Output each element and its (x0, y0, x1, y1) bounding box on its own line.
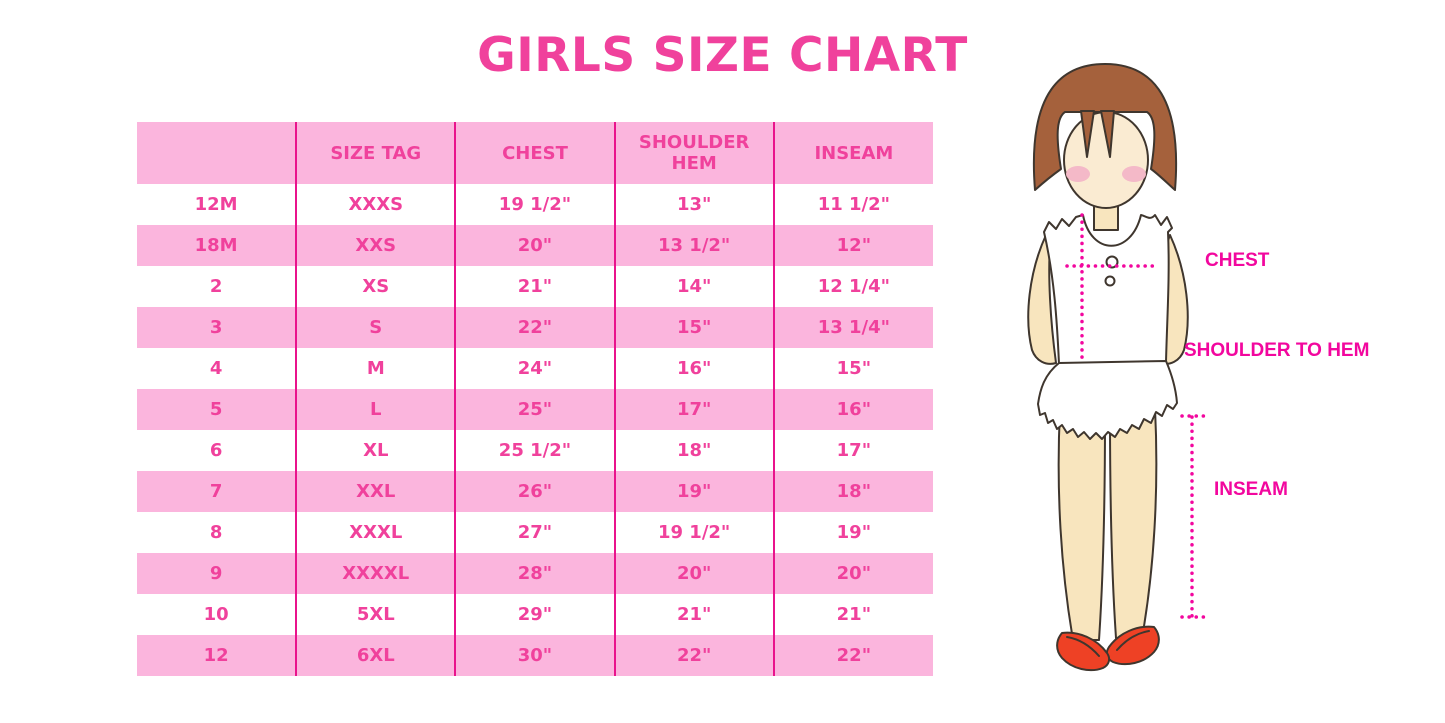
table-row: 7 XXL 26" 19" 18" (137, 471, 933, 512)
cell-chest: 27" (454, 512, 615, 553)
column-header-chest: CHEST (454, 122, 615, 184)
cell-shoulder-hem: 16" (613, 348, 774, 389)
girl-leg-right (1109, 407, 1158, 639)
girl-skirt (1037, 360, 1178, 440)
girl-blush-right (1122, 166, 1146, 182)
cell-inseam: 19" (772, 512, 933, 553)
cell-chest: 24" (454, 348, 615, 389)
cell-size: 12M (137, 184, 297, 225)
cell-shoulder-hem: 20" (613, 553, 774, 594)
cell-chest: 26" (454, 471, 615, 512)
cell-size-tag: XXXS (295, 184, 456, 225)
table-row: 5 L 25" 17" 16" (137, 389, 933, 430)
cell-size: 18M (137, 225, 297, 266)
cell-inseam: 21" (772, 594, 933, 635)
cell-chest: 30" (454, 635, 615, 676)
cell-shoulder-hem: 22" (613, 635, 774, 676)
inseam-label: INSEAM (1214, 479, 1288, 500)
chest-label: CHEST (1205, 250, 1270, 271)
cell-chest: 25" (454, 389, 615, 430)
cell-size: 10 (137, 594, 297, 635)
girl-arm-left (1027, 234, 1057, 365)
table-row: 10 5XL 29" 21" 21" (137, 594, 933, 635)
cell-chest: 28" (454, 553, 615, 594)
table-row: 2 XS 21" 14" 12 1/4" (137, 266, 933, 307)
girl-shoe-right (1105, 625, 1160, 666)
cell-inseam: 17" (772, 430, 933, 471)
table-header-row: SIZE TAG CHEST SHOULDER HEM INSEAM (137, 122, 933, 184)
column-header-shoulder-hem: SHOULDER HEM (613, 122, 774, 184)
cell-shoulder-hem: 13" (613, 184, 774, 225)
table-row: 6 XL 25 1/2" 18" 17" (137, 430, 933, 471)
table-row: 12M XXXS 19 1/2" 13" 11 1/2" (137, 184, 933, 225)
cell-inseam: 16" (772, 389, 933, 430)
cell-size: 8 (137, 512, 297, 553)
cell-size: 4 (137, 348, 297, 389)
girls-size-chart-table: SIZE TAG CHEST SHOULDER HEM INSEAM 12M X… (137, 122, 933, 676)
cell-shoulder-hem: 17" (613, 389, 774, 430)
cell-inseam: 12 1/4" (772, 266, 933, 307)
cell-chest: 25 1/2" (454, 430, 615, 471)
cell-inseam: 13 1/4" (772, 307, 933, 348)
column-header-inseam: INSEAM (772, 122, 933, 184)
girl-shoe-strap (1066, 636, 1100, 657)
cell-size-tag: XL (295, 430, 456, 471)
cell-inseam: 11 1/2" (772, 184, 933, 225)
cell-size: 7 (137, 471, 297, 512)
cell-shoulder-hem: 18" (613, 430, 774, 471)
cell-size: 12 (137, 635, 297, 676)
girl-top (1043, 214, 1173, 365)
girl-hair-bang (1080, 110, 1095, 158)
cell-shoulder-hem: 19" (613, 471, 774, 512)
cell-size: 9 (137, 553, 297, 594)
girl-top-button (1104, 275, 1116, 287)
cell-size-tag: XXL (295, 471, 456, 512)
cell-size: 3 (137, 307, 297, 348)
cell-chest: 20" (454, 225, 615, 266)
cell-shoulder-hem: 14" (613, 266, 774, 307)
cell-size-tag: S (295, 307, 456, 348)
cell-chest: 21" (454, 266, 615, 307)
cell-inseam: 15" (772, 348, 933, 389)
cell-shoulder-hem: 19 1/2" (613, 512, 774, 553)
cell-size-tag: M (295, 348, 456, 389)
cell-shoulder-hem: 15" (613, 307, 774, 348)
cell-size: 2 (137, 266, 297, 307)
girl-hair (1032, 63, 1178, 191)
girl-blush-left (1066, 166, 1090, 182)
shoulder-to-hem-label: SHOULDER TO HEM (1184, 340, 1370, 361)
cell-inseam: 18" (772, 471, 933, 512)
table-row: 12 6XL 30" 22" 22" (137, 635, 933, 676)
cell-size-tag: XXXL (295, 512, 456, 553)
girl-shoe-left (1056, 631, 1111, 672)
cell-inseam: 12" (772, 225, 933, 266)
girl-illustration (1027, 63, 1206, 672)
cell-size-tag: 5XL (295, 594, 456, 635)
cell-shoulder-hem: 21" (613, 594, 774, 635)
cell-size: 5 (137, 389, 297, 430)
cell-size-tag: XS (295, 266, 456, 307)
cell-size-tag: 6XL (295, 635, 456, 676)
cell-size: 6 (137, 430, 297, 471)
girl-shoe-strap (1116, 630, 1150, 651)
table-row: 3 S 22" 15" 13 1/4" (137, 307, 933, 348)
cell-inseam: 22" (772, 635, 933, 676)
table-row: 8 XXXL 27" 19 1/2" 19" (137, 512, 933, 553)
table-row: 4 M 24" 16" 15" (137, 348, 933, 389)
cell-chest: 22" (454, 307, 615, 348)
table-row: 18M XXS 20" 13 1/2" 12" (137, 225, 933, 266)
page-title: GIRLS SIZE CHART (477, 28, 968, 83)
cell-chest: 29" (454, 594, 615, 635)
column-header-size (137, 122, 297, 184)
cell-inseam: 20" (772, 553, 933, 594)
cell-chest: 19 1/2" (454, 184, 615, 225)
girl-hair-bang (1100, 110, 1115, 158)
cell-shoulder-hem: 13 1/2" (613, 225, 774, 266)
table-row: 9 XXXXL 28" 20" 20" (137, 553, 933, 594)
cell-size-tag: XXXXL (295, 553, 456, 594)
column-header-size-tag: SIZE TAG (295, 122, 456, 184)
cell-size-tag: L (295, 389, 456, 430)
girl-leg-left (1057, 409, 1106, 641)
cell-size-tag: XXS (295, 225, 456, 266)
